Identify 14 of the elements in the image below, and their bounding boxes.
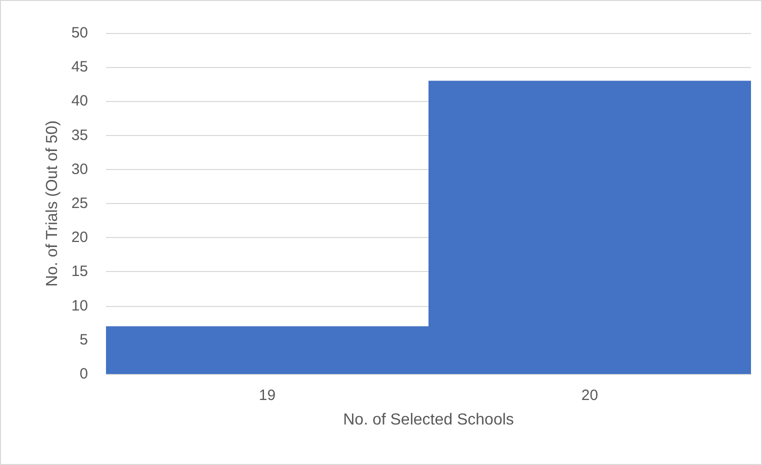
y-tick-label: 15 [71,263,88,280]
y-tick-label: 5 [80,331,88,348]
x-tick-label: 19 [258,387,276,404]
y-tick-label: 50 [71,24,88,42]
y-tick-label: 0 [80,366,88,382]
y-tick-label: 35 [71,126,88,144]
y-axis-title: No. of Trials (Out of 50) [44,120,61,287]
y-tick-label: 20 [71,229,88,246]
y-tick-label: 10 [71,297,88,314]
x-axis-title: No. of Selected Schools [343,412,514,428]
y-tick-label: 30 [71,160,88,178]
y-tick-label: 40 [71,92,88,110]
y-tick-label: 45 [71,58,88,76]
y-tick-label: 25 [71,195,88,212]
